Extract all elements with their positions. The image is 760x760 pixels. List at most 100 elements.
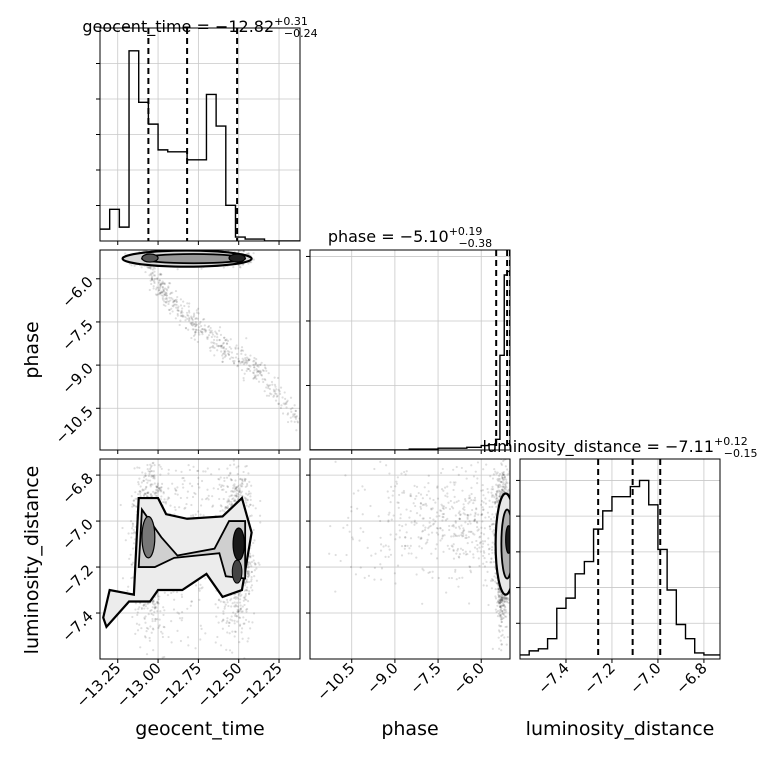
sample-point xyxy=(244,588,247,591)
sample-point xyxy=(249,365,252,368)
sample-point xyxy=(248,480,251,483)
sample-point xyxy=(181,314,184,317)
sample-point xyxy=(265,394,269,397)
sample-point xyxy=(171,482,174,485)
sample-point xyxy=(245,578,248,581)
sample-point xyxy=(130,563,134,566)
sample-point xyxy=(160,482,164,485)
sample-point xyxy=(300,417,302,419)
sample-point xyxy=(225,506,228,509)
sample-point xyxy=(222,618,225,621)
sample-point xyxy=(505,480,508,483)
sample-point xyxy=(148,274,151,277)
sample-point xyxy=(150,273,153,276)
sample-point xyxy=(262,380,265,384)
sample-point xyxy=(252,612,256,615)
sample-point xyxy=(220,344,223,348)
sample-point xyxy=(196,482,200,486)
sample-point xyxy=(131,523,135,526)
sample-point xyxy=(232,266,235,269)
sample-point xyxy=(161,282,164,286)
sample-point xyxy=(233,488,237,491)
sample-point xyxy=(238,592,241,596)
sample-point xyxy=(252,377,255,380)
sample-point xyxy=(153,280,156,283)
sample-point xyxy=(146,481,149,484)
sample-point xyxy=(233,247,235,249)
sample-point xyxy=(138,606,141,609)
sample-point xyxy=(511,572,513,574)
sample-point xyxy=(163,626,166,629)
sample-point xyxy=(273,383,277,386)
sample-point xyxy=(241,605,244,608)
sample-point xyxy=(286,399,289,402)
sample-point xyxy=(245,362,248,365)
sample-point xyxy=(241,482,244,486)
sample-point xyxy=(174,303,177,306)
sample-point xyxy=(233,490,236,493)
sample-point xyxy=(130,563,133,566)
sample-point xyxy=(161,632,164,635)
sample-point xyxy=(255,374,258,377)
sample-point xyxy=(164,293,167,296)
sample-point xyxy=(193,338,196,341)
sample-point xyxy=(250,570,253,574)
sample-point xyxy=(274,390,277,393)
sample-point xyxy=(154,605,157,608)
sample-point xyxy=(237,495,240,498)
sample-point xyxy=(133,530,136,534)
sample-point xyxy=(154,602,157,605)
sample-point xyxy=(139,495,142,498)
sample-point xyxy=(252,377,256,380)
sample-point xyxy=(492,473,496,476)
sample-point xyxy=(175,298,178,301)
sample-point xyxy=(294,417,298,420)
sample-point xyxy=(186,636,190,639)
sample-point xyxy=(244,353,247,356)
sample-point xyxy=(190,600,193,603)
sample-point xyxy=(224,506,227,509)
sample-point xyxy=(162,282,165,285)
sample-point xyxy=(239,483,242,486)
sample-point xyxy=(501,485,505,488)
sample-point xyxy=(248,555,252,559)
sample-point xyxy=(226,500,229,503)
sample-point xyxy=(500,596,503,600)
sample-point xyxy=(134,491,137,494)
sample-point xyxy=(236,597,239,600)
sample-point xyxy=(497,588,500,591)
sample-point xyxy=(286,413,289,416)
sample-point xyxy=(503,601,507,604)
sample-point xyxy=(252,559,255,562)
sample-point xyxy=(216,336,219,339)
sample-point xyxy=(234,499,237,503)
sample-point xyxy=(502,612,505,616)
sample-point xyxy=(190,600,194,603)
sample-point xyxy=(501,599,504,603)
sample-point xyxy=(183,507,186,510)
sample-point xyxy=(131,576,135,579)
sample-point xyxy=(128,557,131,560)
sample-point xyxy=(246,572,250,575)
sample-point xyxy=(503,477,506,480)
panel-phase-vs-geocent-time xyxy=(100,247,302,450)
sample-point xyxy=(251,621,254,624)
sample-point xyxy=(501,488,504,491)
sample-point xyxy=(146,468,149,471)
sample-point xyxy=(512,564,514,566)
sample-point xyxy=(137,481,140,484)
sample-point xyxy=(171,433,173,435)
sample-point xyxy=(243,589,246,592)
sample-point xyxy=(177,612,181,615)
sample-point xyxy=(238,609,241,613)
sample-point xyxy=(248,561,252,564)
sample-point xyxy=(234,346,237,349)
sample-point xyxy=(153,492,156,495)
sample-point xyxy=(216,606,220,609)
sample-point xyxy=(156,600,159,603)
sample-point xyxy=(505,643,508,646)
sample-point xyxy=(503,609,506,612)
sample-point xyxy=(248,515,252,518)
sample-point xyxy=(223,352,226,355)
sample-point xyxy=(197,312,200,315)
